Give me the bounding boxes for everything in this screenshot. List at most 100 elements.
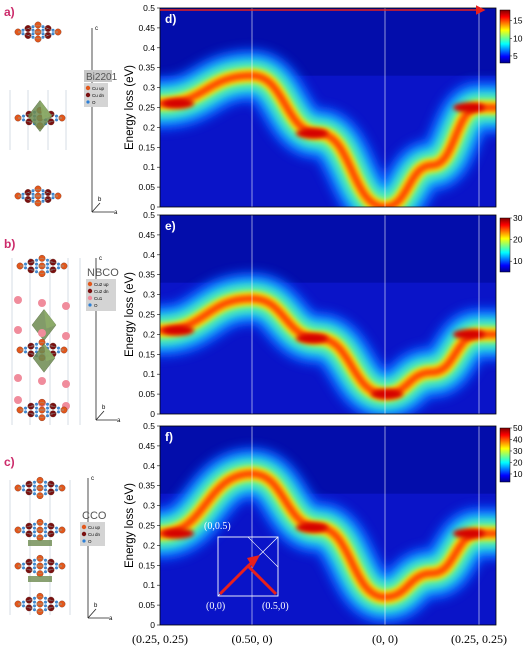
y-tick-label: 0.5 xyxy=(143,210,155,220)
crystal-panel-b: b) c a b NBCO Cu2 up Cu2 dn Cu1 O xyxy=(4,237,121,425)
y-axis-label: Energy loss (eV) xyxy=(124,483,136,568)
cu1-atom xyxy=(14,296,22,304)
x-tick-label-0: (0.25, 0.25) xyxy=(132,632,188,646)
octahedron-face xyxy=(40,100,52,120)
colorbar-tick-label: 5 xyxy=(513,51,518,61)
bond xyxy=(17,31,39,40)
b-axis-label: b xyxy=(98,197,102,203)
legend-c-0: Cu up xyxy=(88,525,101,530)
a-axis-label: a xyxy=(114,210,118,216)
bond xyxy=(19,409,43,418)
bond xyxy=(27,192,49,200)
legend-b-1: Cu2 dn xyxy=(94,289,109,294)
bond xyxy=(30,405,54,415)
bond xyxy=(28,561,52,571)
heatmap-panel-1: 0 0.05 0.1 0.15 0.2 0.25 0.3 0.35 0.4 0.45 0.5 Ener… xyxy=(124,210,497,419)
legend-b-3: O xyxy=(94,303,98,308)
crystal-structure-b xyxy=(11,254,81,425)
bond xyxy=(41,409,65,418)
brillouin-zone-inset: (0,0.5) (0,0) (0.5,0) xyxy=(204,521,289,612)
bond xyxy=(39,487,63,496)
oxygen-icon xyxy=(88,303,92,307)
y-tick-label: 0.25 xyxy=(138,310,155,320)
y-tick-label: 0.45 xyxy=(138,230,155,240)
cu2-dn-icon xyxy=(87,288,93,294)
bond xyxy=(17,603,41,612)
intensity-hotspot-1 xyxy=(296,128,328,139)
intensity-hotspot-0 xyxy=(162,98,194,109)
b-axis-line xyxy=(91,202,101,213)
y-tick-label: 0.4 xyxy=(143,250,155,260)
b-axis-label: b xyxy=(102,405,106,411)
crystal-panel-c: c) c a b CCO Cu up Cu dn O xyxy=(4,455,113,622)
x-tick-label-1: (0.50, 0) xyxy=(232,632,273,646)
intensity-hotspot-2 xyxy=(453,329,485,340)
cu1-atom xyxy=(38,299,46,307)
colorbar-tick-label: 50 xyxy=(513,423,523,433)
y-tick-label: 0.3 xyxy=(143,83,155,93)
cu-dn-icon xyxy=(81,531,87,537)
intensity-hotspot-0 xyxy=(162,325,194,336)
bond xyxy=(17,529,41,538)
cu1-atom xyxy=(14,396,22,404)
oxygen-icon xyxy=(82,539,86,543)
c-axis-label: c xyxy=(95,26,98,32)
compound-name-a: Bi2201 xyxy=(86,72,118,83)
intensity-hotspot-2 xyxy=(453,102,485,113)
crystal-structure-c xyxy=(9,476,71,616)
legend-b-0: Cu2 up xyxy=(94,282,109,287)
b-axis-label: b xyxy=(94,603,98,609)
heatmap-panels: 0 0.05 0.1 0.15 0.2 0.25 0.3 0.35 0.4 0.45 0.5 Ener… xyxy=(124,3,497,630)
crystal-structure-a xyxy=(9,21,67,207)
colorbar-tick-label: 15 xyxy=(513,16,523,26)
bond xyxy=(28,525,52,535)
bond xyxy=(27,28,49,36)
bond xyxy=(39,529,63,538)
bond xyxy=(17,565,41,574)
x-tick-label-2: (0, 0) xyxy=(372,632,398,646)
crystal-panel-a: a) c a b Bi2201 Cu up Cu dn O xyxy=(4,5,118,216)
y-tick-label: 0.1 xyxy=(143,580,155,590)
c-axis-label: c xyxy=(99,256,102,262)
legend-a-0: Cu up xyxy=(92,86,105,91)
panel-letter-b: b) xyxy=(4,237,15,251)
intensity-hotspot-1 xyxy=(296,522,328,533)
heatmap-panel-2: 0 0.05 0.1 0.15 0.2 0.25 0.3 0.35 0.4 0.45 0.5 Ener… xyxy=(124,421,497,630)
b-axis-line xyxy=(95,410,105,421)
x-tick-labels: (0.25, 0.25) (0.50, 0) (0, 0) (0.25, 0.25) xyxy=(132,632,507,646)
cu1-atom xyxy=(14,326,22,334)
octahedron-face xyxy=(44,309,56,329)
heatmap-image xyxy=(160,426,496,625)
panel-letter-a: a) xyxy=(4,5,15,19)
bond xyxy=(17,487,41,496)
colorbar-tick-label: 30 xyxy=(513,213,523,223)
colorbar-tick-label: 20 xyxy=(513,457,523,467)
cu1-atom xyxy=(62,332,70,340)
b-axis-line xyxy=(87,608,97,619)
heatmap-image xyxy=(160,8,496,207)
colorbar-gradient xyxy=(499,427,511,483)
colorbar-e: 30 20 10 xyxy=(499,213,523,273)
inset-label-right: (0.5,0) xyxy=(262,601,289,612)
bond xyxy=(37,195,59,204)
cu1-atom xyxy=(38,329,46,337)
y-tick-label: 0.35 xyxy=(138,63,155,73)
inset-arrowhead xyxy=(247,555,260,568)
compound-label-bg xyxy=(84,70,112,82)
inset-label-top: (0,0.5) xyxy=(204,521,231,532)
heatmap-upper-band xyxy=(160,215,496,283)
y-tick-label: 0.15 xyxy=(138,142,155,152)
intensity-hotspot-3 xyxy=(371,389,403,400)
y-tick-label: 0.1 xyxy=(143,369,155,379)
y-tick-label: 0.4 xyxy=(143,43,155,53)
cu1-atom xyxy=(38,377,46,385)
cu1-atom xyxy=(62,380,70,388)
y-tick-label: 0.25 xyxy=(138,103,155,113)
y-tick-label: 0.05 xyxy=(138,600,155,610)
cu1-atom xyxy=(14,374,22,382)
y-tick-label: 0.35 xyxy=(138,481,155,491)
colorbar-gradient xyxy=(499,9,511,64)
